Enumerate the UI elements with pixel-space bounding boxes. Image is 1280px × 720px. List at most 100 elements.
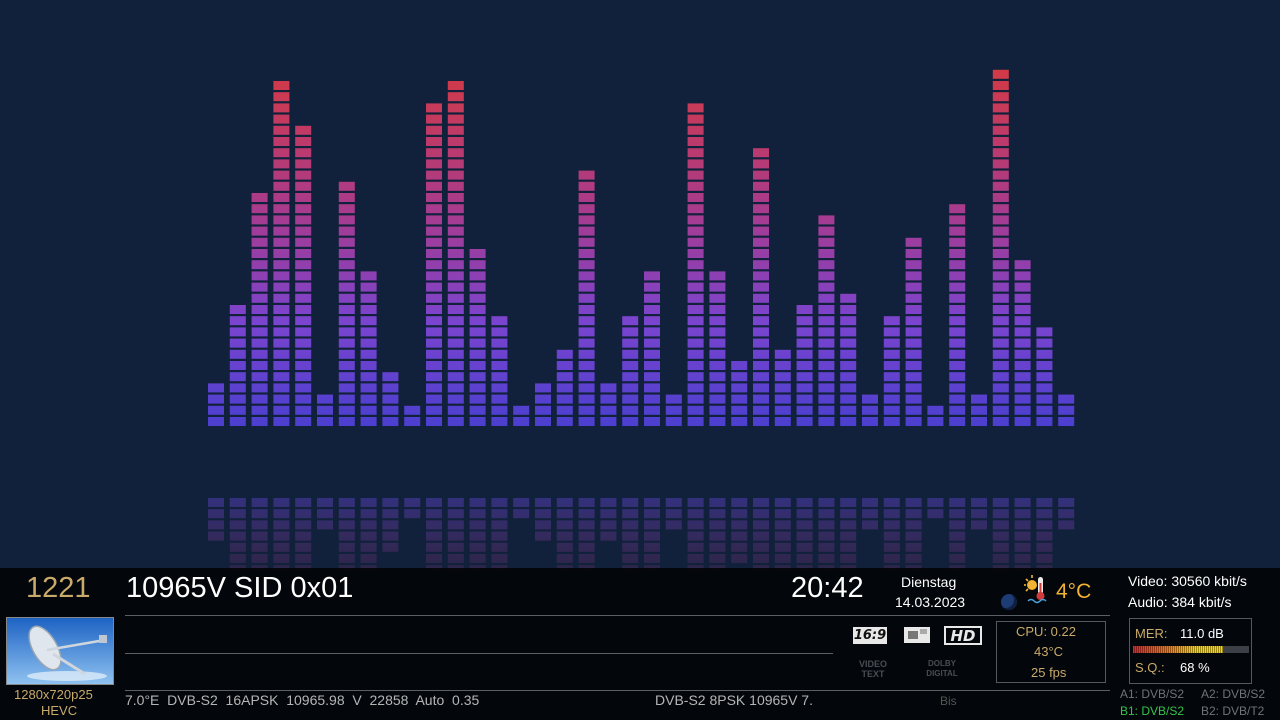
equalizer-bar-reflection: [404, 498, 421, 519]
channel-number: 1221: [26, 572, 91, 604]
audio-visualizer: [208, 69, 1075, 570]
equalizer-bar: [862, 394, 878, 426]
equalizer-bar-reflection: [665, 498, 682, 530]
equalizer-bar: [535, 383, 551, 426]
equalizer-bar-reflection: [338, 498, 355, 570]
equalizer-reflection: [208, 498, 1075, 570]
equalizer-bar-reflection: [535, 498, 551, 541]
equalizer-bar-reflection: [600, 498, 617, 541]
equalizer-bar: [600, 383, 617, 426]
equalizer-bar-reflection: [709, 498, 726, 570]
weather-temperature: 4°C: [1056, 580, 1092, 603]
equalizer-bar-reflection: [622, 498, 639, 570]
equalizer-bar-reflection: [644, 498, 660, 570]
channel-picon: [6, 617, 114, 685]
equalizer-bar-reflection: [818, 498, 835, 570]
tuner-a1: A1: DVB/S2: [1120, 687, 1185, 701]
equalizer-bar-reflection: [556, 498, 573, 570]
equalizer-bar: [513, 405, 530, 426]
equalizer-bar: [469, 249, 486, 426]
video-bitrate: Video: 30560 kbit/s: [1128, 573, 1247, 589]
equalizer-bar-reflection: [1014, 498, 1031, 570]
equalizer-bar-reflection: [927, 498, 944, 519]
tuner-b1: B1: DVB/S2: [1120, 704, 1185, 718]
equalizer-bar-reflection: [317, 498, 333, 530]
tuner-info: 7.0°E DVB-S2 16APSK 10965.98 V 22858 Aut…: [125, 692, 480, 708]
equalizer-bar-reflection: [447, 498, 464, 570]
channel-name: 10965V SID 0x01: [126, 572, 354, 604]
dolby-icon: DOLBY DIGITAL: [912, 659, 972, 679]
equalizer-bar: [774, 349, 791, 426]
equalizer-bar: [665, 394, 682, 426]
divider-middle: [125, 653, 833, 654]
equalizer-bar: [360, 271, 377, 426]
equalizer-bar: [229, 305, 246, 426]
equalizer-bar: [208, 383, 224, 426]
equalizer-bar-reflection: [883, 498, 900, 570]
infobar: 1221 10965V SID 0x01 20:42 Dienstag 14.0…: [0, 568, 1280, 720]
equalizer-bar-reflection: [295, 498, 312, 570]
equalizer-bar-reflection: [491, 498, 508, 570]
equalizer-bar: [1058, 394, 1075, 426]
equalizer-bar: [731, 361, 748, 426]
equalizer-bar: [491, 316, 508, 426]
equalizer-bar: [382, 372, 399, 426]
sq-label: S.Q.:: [1135, 660, 1165, 675]
videotext-label: VIDEO TEXT: [858, 659, 887, 679]
equalizer-bars: [208, 69, 1075, 426]
thermometer-icon: [1024, 575, 1047, 604]
equalizer-bar-reflection: [753, 498, 769, 570]
equalizer-bar: [644, 271, 660, 426]
equalizer-bar: [992, 69, 1009, 426]
equalizer-bar: [1014, 260, 1031, 426]
equalizer-bar: [840, 293, 857, 426]
equalizer-bar-reflection: [687, 498, 704, 570]
equalizer-bar-reflection: [949, 498, 966, 570]
hd-icon: HD: [944, 626, 982, 645]
equalizer-bar: [273, 81, 290, 426]
mer-value: 11.0 dB: [1180, 626, 1224, 641]
equalizer-bar: [447, 81, 464, 426]
widescreen-icon: [904, 627, 930, 643]
equalizer-bar-reflection: [273, 498, 290, 570]
divider-top: [125, 615, 1110, 616]
signal-level-fill: [1133, 646, 1224, 653]
hd-label: HD: [950, 627, 976, 645]
aspect-ratio-icon: 16:9: [853, 627, 887, 644]
signal-box: [1129, 618, 1252, 684]
signal-level-bar: [1133, 646, 1249, 653]
tuner-b2: B2: DVB/T2: [1201, 704, 1265, 718]
equalizer-bar: [556, 349, 573, 426]
sq-value: 68 %: [1180, 660, 1210, 675]
clock-date: 14.03.2023: [895, 594, 966, 610]
equalizer-bar-reflection: [796, 498, 813, 570]
equalizer-bar-reflection: [469, 498, 486, 570]
equalizer-bar-reflection: [731, 498, 748, 563]
equalizer-bar: [251, 193, 268, 426]
equalizer-bar: [317, 394, 333, 426]
equalizer-bar: [927, 405, 944, 426]
equalizer-bar-reflection: [426, 498, 442, 570]
equalizer-bar: [905, 237, 922, 426]
equalizer-bar: [753, 148, 769, 426]
audio-bitrate: Audio: 384 kbit/s: [1128, 594, 1232, 610]
equalizer-bar-reflection: [382, 498, 399, 552]
dolby-label: DOLBY DIGITAL: [926, 659, 958, 678]
equalizer-bar-reflection: [578, 498, 595, 570]
equalizer-bar-reflection: [905, 498, 922, 570]
equalizer-bar: [796, 305, 813, 426]
equalizer-bar-reflection: [360, 498, 377, 570]
equalizer-bar-reflection: [840, 498, 857, 570]
equalizer-bar: [404, 405, 421, 426]
equalizer-bar: [426, 103, 442, 426]
equalizer-bar: [709, 271, 726, 426]
next-transponder-info: DVB-S2 8PSK 10965V 7.: [655, 692, 813, 708]
tuner-a2: A2: DVB/S2: [1201, 687, 1266, 701]
equalizer-bar: [971, 394, 987, 426]
equalizer-bar-reflection: [971, 498, 987, 530]
moon-icon: [1001, 594, 1017, 610]
cpu-load: CPU: 0.22: [1016, 624, 1076, 639]
channel-resolution: 1280x720p25: [14, 687, 93, 702]
equalizer-bar-reflection: [208, 498, 224, 541]
equalizer-bar: [622, 316, 639, 426]
